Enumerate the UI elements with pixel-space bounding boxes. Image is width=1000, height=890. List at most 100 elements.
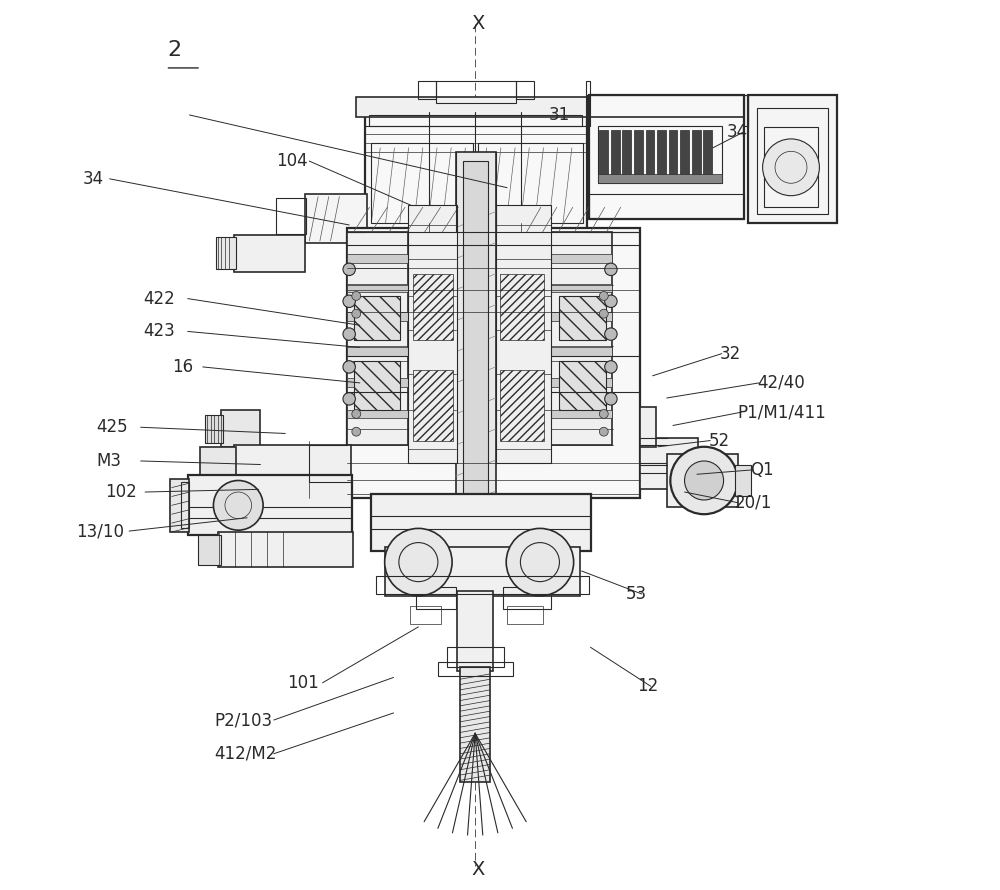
Circle shape (605, 392, 617, 405)
Bar (234, 235, 305, 272)
Bar (589, 94, 744, 117)
Text: 102: 102 (105, 483, 137, 501)
Bar (221, 409, 260, 447)
Bar (408, 206, 457, 463)
Bar (496, 206, 551, 463)
Bar (599, 130, 608, 179)
Bar (559, 296, 606, 340)
Bar (347, 312, 408, 320)
Bar (347, 228, 640, 498)
Circle shape (599, 292, 608, 301)
Bar (418, 81, 436, 99)
Text: 20/1: 20/1 (735, 494, 772, 512)
Bar (436, 81, 516, 103)
Bar (680, 130, 689, 179)
Bar (457, 591, 493, 671)
Bar (589, 94, 744, 219)
Text: 13/10: 13/10 (76, 522, 124, 540)
Bar (516, 81, 534, 99)
Bar (589, 194, 744, 219)
Text: 52: 52 (708, 432, 730, 449)
Bar (460, 667, 490, 782)
Bar (356, 97, 594, 117)
Bar (500, 274, 544, 340)
Text: 104: 104 (276, 152, 308, 170)
Bar (385, 547, 580, 595)
Bar (703, 130, 712, 179)
Text: P2/103: P2/103 (214, 711, 272, 729)
Bar (744, 94, 748, 125)
Circle shape (599, 427, 608, 436)
Bar (551, 347, 612, 356)
Bar (234, 445, 351, 486)
Bar (410, 606, 441, 624)
Bar (611, 130, 620, 179)
Text: 31: 31 (549, 106, 570, 124)
Bar (200, 447, 236, 482)
Bar (634, 130, 643, 179)
Circle shape (385, 529, 452, 595)
Bar (503, 587, 551, 609)
Bar (478, 143, 583, 223)
Bar (354, 360, 400, 409)
Bar (559, 360, 606, 409)
Circle shape (506, 529, 574, 595)
Circle shape (685, 461, 724, 500)
Circle shape (605, 263, 617, 276)
Text: X: X (472, 860, 485, 878)
Text: 2: 2 (167, 40, 181, 61)
Bar (276, 198, 306, 234)
Text: 425: 425 (96, 418, 128, 436)
Circle shape (343, 295, 355, 307)
Bar (354, 296, 400, 340)
Bar (735, 465, 751, 497)
Circle shape (213, 481, 263, 530)
Bar (667, 454, 738, 507)
Text: M3: M3 (96, 452, 121, 470)
Circle shape (599, 309, 608, 318)
Bar (170, 479, 189, 532)
Text: P1/M1/411: P1/M1/411 (738, 403, 827, 421)
Bar (598, 125, 722, 183)
Bar (216, 238, 236, 270)
Circle shape (343, 328, 355, 340)
Bar (416, 587, 456, 609)
Bar (218, 532, 353, 568)
Bar (646, 130, 654, 179)
Text: 34: 34 (83, 170, 104, 188)
Bar (438, 662, 513, 676)
Bar (692, 130, 701, 179)
Text: 42/40: 42/40 (757, 374, 805, 392)
Text: 412/M2: 412/M2 (214, 745, 277, 763)
Circle shape (670, 447, 738, 514)
Bar (456, 152, 496, 578)
Circle shape (605, 328, 617, 340)
Bar (757, 108, 828, 214)
Text: 32: 32 (720, 344, 741, 362)
Text: 12: 12 (638, 677, 659, 695)
Bar (371, 494, 591, 552)
Circle shape (605, 360, 617, 373)
Bar (551, 409, 612, 418)
Bar (369, 115, 582, 125)
Text: 16: 16 (172, 358, 193, 376)
Bar (205, 415, 223, 443)
Bar (447, 647, 504, 667)
Bar (347, 378, 408, 387)
Circle shape (352, 427, 361, 436)
Text: X: X (472, 14, 485, 33)
Bar (371, 143, 473, 223)
Bar (640, 407, 656, 447)
Bar (551, 255, 612, 263)
Text: Q1: Q1 (750, 461, 774, 479)
Circle shape (352, 309, 361, 318)
Bar (347, 347, 408, 356)
Circle shape (605, 295, 617, 307)
Bar (347, 232, 408, 445)
Circle shape (763, 139, 819, 196)
Text: 423: 423 (143, 322, 175, 341)
Circle shape (352, 409, 361, 418)
Bar (551, 284, 612, 293)
Bar (365, 112, 587, 232)
Bar (413, 274, 453, 340)
